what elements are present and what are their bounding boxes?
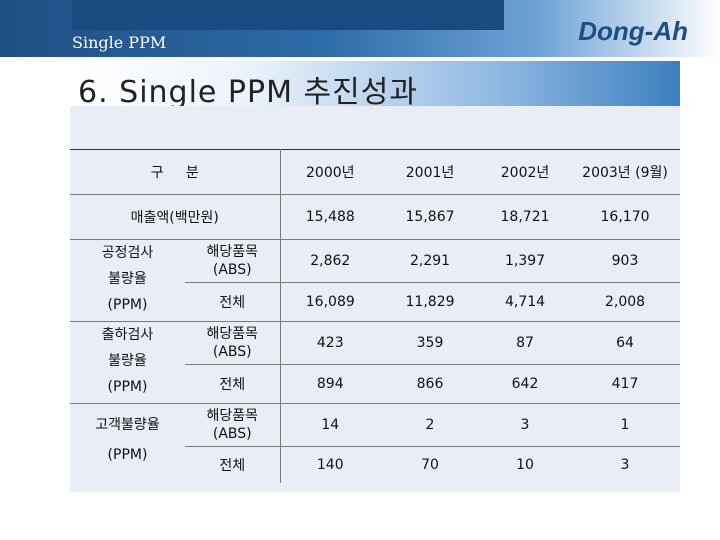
value-cell: 140 bbox=[280, 446, 381, 483]
table-header-row: 구 분 2000년 2001년 2002년 2003년 (9월) bbox=[70, 149, 681, 195]
value-cell: 2,291 bbox=[380, 239, 481, 283]
group-label-cell: 공정검사 불량율 (PPM) bbox=[70, 239, 185, 322]
table-row-sales: 매출액(백만원) 15,488 15,867 18,721 16,170 bbox=[70, 194, 681, 240]
value-cell: 3 bbox=[480, 403, 571, 447]
value-cell: 1 bbox=[570, 403, 681, 447]
value-cell: 64 bbox=[570, 321, 681, 365]
subcategory-label: 해당품목 bbox=[206, 326, 259, 342]
subcategory-sublabel: (ABS) bbox=[212, 344, 252, 360]
header-year-cell: 2000년 bbox=[280, 149, 381, 195]
value-cell: 4,714 bbox=[480, 282, 571, 322]
group-label-cell: 고객불량율 (PPM) bbox=[70, 403, 185, 483]
ppm-results-table: 구 분 2000년 2001년 2002년 2003년 (9월) 매출액(백만원… bbox=[70, 149, 681, 483]
sales-value-cell: 16,170 bbox=[570, 194, 681, 240]
subcategory-cell: 전체 bbox=[185, 446, 281, 483]
subcategory-sublabel: (ABS) bbox=[212, 262, 252, 278]
group-label-line: (PPM) bbox=[107, 447, 148, 463]
table-row: 전체 16,089 11,829 4,714 2,008 bbox=[70, 282, 681, 322]
brand-logo-text: Dong-Ah bbox=[578, 16, 688, 46]
value-cell: 894 bbox=[280, 364, 381, 404]
table-row: 전체 140 70 10 3 bbox=[70, 446, 681, 483]
value-cell: 11,829 bbox=[380, 282, 481, 322]
group-label-line: 고객불량율 bbox=[95, 417, 160, 433]
group-label-line: 출하검사 bbox=[101, 327, 154, 343]
sales-value-cell: 15,488 bbox=[280, 194, 381, 240]
value-cell: 642 bbox=[480, 364, 571, 404]
group-label-line: (PPM) bbox=[107, 297, 148, 313]
value-cell: 866 bbox=[380, 364, 481, 404]
value-cell: 16,089 bbox=[280, 282, 381, 322]
subcategory-sublabel: (ABS) bbox=[212, 426, 252, 442]
table-row: 출하검사 불량율 (PPM) 해당품목 (ABS) 423 359 87 64 bbox=[70, 321, 681, 404]
value-cell: 1,397 bbox=[480, 239, 571, 283]
header-category-cell: 구 분 bbox=[70, 149, 281, 195]
ppm-table-container: 구 분 2000년 2001년 2002년 2003년 (9월) 매출액(백만원… bbox=[70, 149, 681, 483]
subcategory-cell: 해당품목 (ABS) bbox=[185, 321, 281, 365]
table-row: 전체 894 866 642 417 bbox=[70, 364, 681, 404]
value-cell: 359 bbox=[380, 321, 481, 365]
page-title: 6. Single PPM 추진성과 bbox=[78, 75, 418, 110]
group-label-line: 불량율 bbox=[108, 271, 147, 287]
table-row: 공정검사 불량율 (PPM) 해당품목 (ABS) 2,862 2,291 1,… bbox=[70, 239, 681, 322]
section-label: Single PPM bbox=[72, 33, 167, 52]
subcategory-cell: 해당품목 (ABS) bbox=[185, 239, 281, 283]
sales-value-cell: 15,867 bbox=[380, 194, 481, 240]
value-cell: 423 bbox=[280, 321, 381, 365]
group-label-line: (PPM) bbox=[107, 379, 148, 395]
header-year-cell: 2002년 bbox=[480, 149, 571, 195]
sales-value-cell: 18,721 bbox=[480, 194, 571, 240]
value-cell: 2,008 bbox=[570, 282, 681, 322]
header-year-cell: 2003년 (9월) bbox=[570, 149, 681, 195]
header-dark-bar bbox=[72, 0, 504, 30]
value-cell: 14 bbox=[280, 403, 381, 447]
subcategory-label: 해당품목 bbox=[206, 408, 259, 424]
title-bar: 6. Single PPM 추진성과 bbox=[70, 61, 680, 110]
value-cell: 2,862 bbox=[280, 239, 381, 283]
subcategory-cell: 해당품목 (ABS) bbox=[185, 403, 281, 447]
subcategory-cell: 전체 bbox=[185, 364, 281, 404]
value-cell: 87 bbox=[480, 321, 571, 365]
sales-label-cell: 매출액(백만원) bbox=[70, 194, 281, 240]
value-cell: 417 bbox=[570, 364, 681, 404]
group-label-line: 공정검사 bbox=[101, 245, 154, 261]
value-cell: 903 bbox=[570, 239, 681, 283]
group-label-line: 불량율 bbox=[108, 353, 147, 369]
group-label-cell: 출하검사 불량율 (PPM) bbox=[70, 321, 185, 404]
subcategory-cell: 전체 bbox=[185, 282, 281, 322]
header-year-cell: 2001년 bbox=[380, 149, 481, 195]
value-cell: 10 bbox=[480, 446, 571, 483]
value-cell: 2 bbox=[380, 403, 481, 447]
table-row: 고객불량율 (PPM) 해당품목 (ABS) 14 2 3 1 bbox=[70, 403, 681, 483]
value-cell: 3 bbox=[570, 446, 681, 483]
subcategory-label: 해당품목 bbox=[206, 244, 259, 260]
value-cell: 70 bbox=[380, 446, 481, 483]
